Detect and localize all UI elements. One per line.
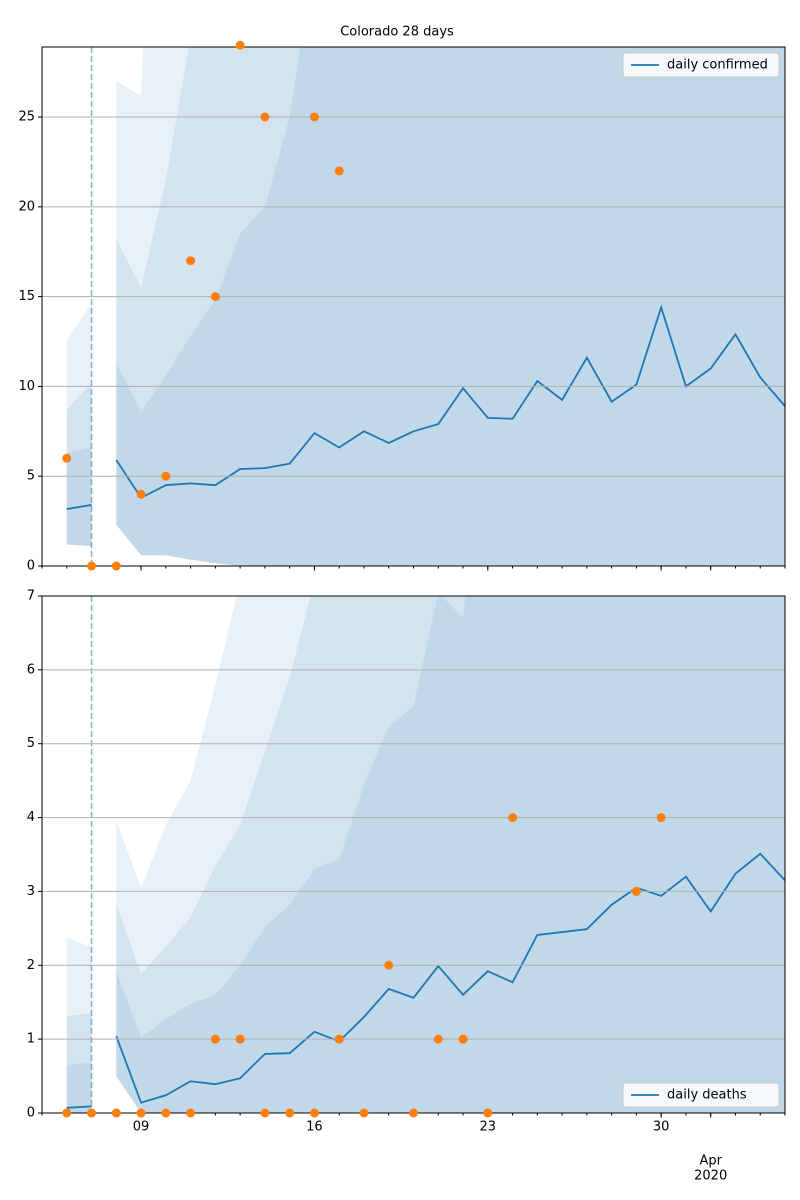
confidence-band xyxy=(66,1013,92,1113)
observed-point xyxy=(235,1034,245,1044)
observed-point xyxy=(508,813,518,823)
line xyxy=(66,1105,92,1109)
observed-point xyxy=(260,112,270,122)
observed-point xyxy=(210,1034,220,1044)
confidence-band xyxy=(66,447,92,547)
y-tick-label: 15 xyxy=(18,289,35,304)
observed-point xyxy=(631,886,641,896)
line xyxy=(115,852,785,1104)
observed-point xyxy=(359,1108,369,1118)
chart-title: Colorado 28 days xyxy=(340,25,454,40)
x-tick-label: 30 xyxy=(653,1120,670,1135)
confidence-band xyxy=(116,596,785,1113)
legend-label: daily confirmed xyxy=(667,58,768,73)
confidence-band xyxy=(116,596,785,1113)
x-tick-label: Apr xyxy=(699,1154,722,1169)
y-tick-label: 1 xyxy=(27,1032,35,1047)
observed-point xyxy=(62,453,72,463)
y-tick-label: 2 xyxy=(27,958,35,973)
y-tick-label: 5 xyxy=(27,469,35,484)
observed-point xyxy=(309,1108,319,1118)
observed-point xyxy=(87,1108,97,1118)
observed-point xyxy=(458,1034,468,1044)
confidence-band xyxy=(116,47,785,566)
y-tick-label: 25 xyxy=(18,110,35,125)
y-tick-label: 20 xyxy=(18,199,35,214)
observed-point xyxy=(111,561,121,571)
y-tick-label: 5 xyxy=(27,736,35,751)
observed-point xyxy=(161,1108,171,1118)
observed-point xyxy=(334,166,344,176)
confidence-band xyxy=(66,937,92,1113)
confidence-band xyxy=(66,303,92,547)
observed-point xyxy=(384,960,394,970)
observed-point xyxy=(111,1108,121,1118)
confidence-band xyxy=(116,47,785,566)
x-tick-label: 16 xyxy=(306,1120,323,1135)
observed-point xyxy=(409,1108,418,1118)
y-tick-label: 10 xyxy=(18,379,35,394)
y-tick-label: 6 xyxy=(27,662,35,677)
observed-point xyxy=(210,292,220,302)
line xyxy=(115,304,785,499)
observed-point xyxy=(433,1034,443,1044)
legend-box xyxy=(622,1082,780,1108)
y-tick-label: 0 xyxy=(27,559,35,574)
confidence-band xyxy=(66,1062,92,1113)
plot-area xyxy=(66,596,785,1113)
observed-point xyxy=(62,1108,72,1118)
confidence-band xyxy=(116,47,785,566)
observed-point xyxy=(136,489,146,499)
plot-area xyxy=(66,47,785,566)
observed-point xyxy=(483,1108,493,1118)
observed-point xyxy=(186,256,196,266)
confidence-band xyxy=(116,596,785,1113)
observed-point xyxy=(334,1034,344,1044)
x-tick-label: 09 xyxy=(133,1120,150,1135)
observed-point xyxy=(186,1108,196,1118)
x-tick-label: 23 xyxy=(480,1120,497,1135)
line xyxy=(66,504,92,510)
x-tick-sublabel: 2020 xyxy=(694,1169,727,1184)
y-tick-label: 4 xyxy=(27,810,35,825)
observed-point xyxy=(656,813,666,823)
legend-label: daily deaths xyxy=(667,1088,747,1103)
observed-point xyxy=(260,1108,270,1118)
legend-box xyxy=(622,52,780,78)
observed-point xyxy=(235,40,245,50)
observed-point xyxy=(309,112,319,122)
observed-point xyxy=(285,1108,295,1118)
y-tick-label: 7 xyxy=(27,589,35,604)
observed-point xyxy=(87,561,97,571)
y-tick-label: 3 xyxy=(27,884,35,899)
observed-point xyxy=(161,471,171,481)
observed-point xyxy=(136,1108,146,1118)
y-tick-label: 0 xyxy=(27,1106,35,1121)
